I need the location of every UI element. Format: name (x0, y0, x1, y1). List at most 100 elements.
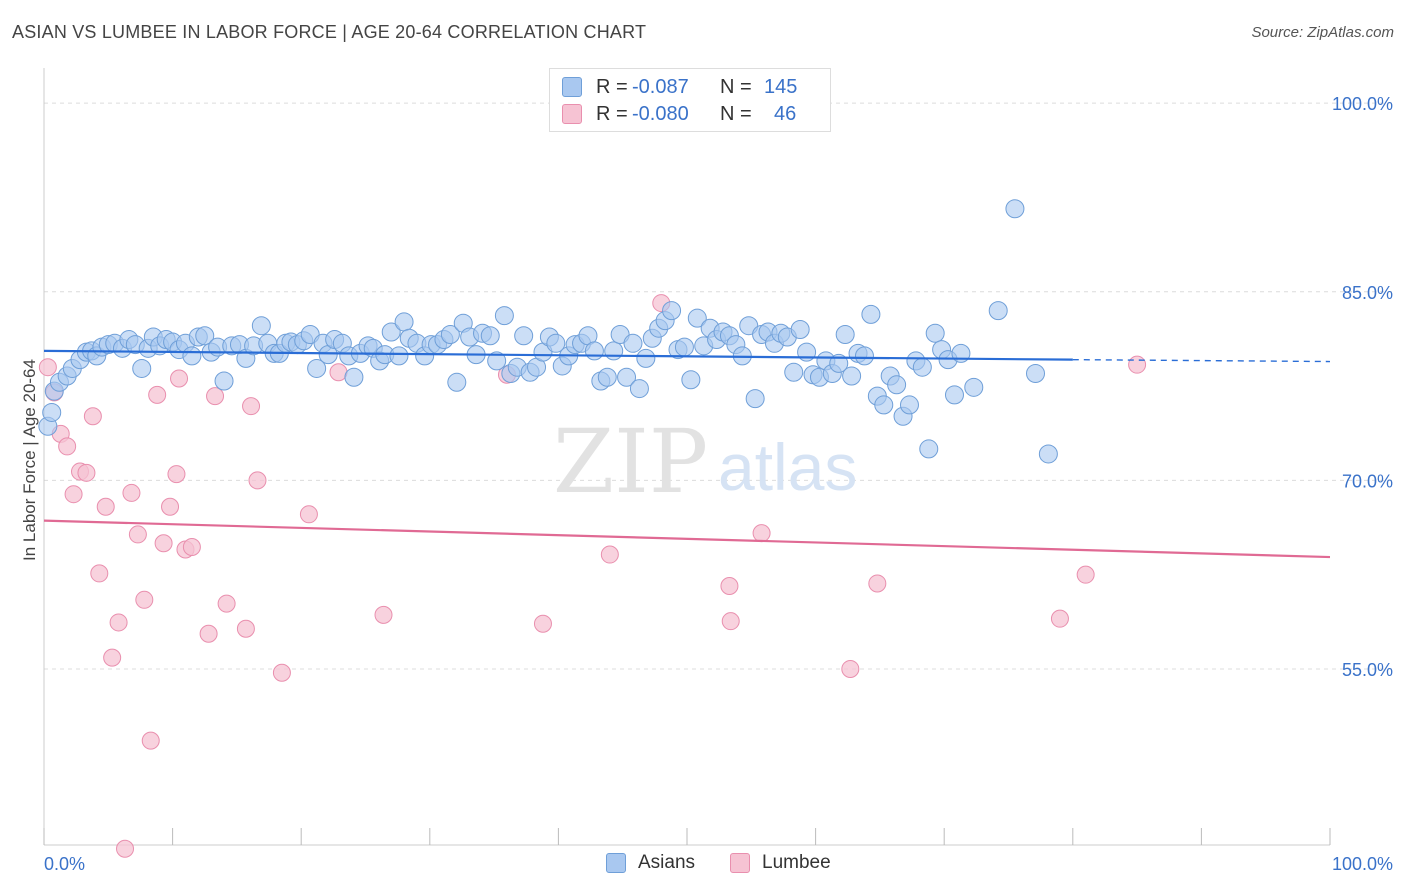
asian-point-70 (480, 326, 500, 346)
lumbee-point-25 (206, 387, 225, 406)
lumbee-point-30 (272, 663, 291, 682)
asian-point-64 (440, 325, 460, 345)
legend-asians-label: Asians (638, 852, 696, 873)
lumbee-swatch (562, 104, 582, 124)
asian-point-125 (835, 325, 855, 345)
x-tick-label-max: 100.0% (1332, 854, 1393, 874)
asian-point-34 (251, 316, 271, 336)
asian-point-135 (899, 395, 919, 415)
asian-point-128 (854, 346, 874, 366)
asians-trend-extension (1072, 358, 1331, 363)
lumbee-point-28 (242, 397, 261, 416)
asian-point-126 (842, 366, 862, 386)
asians-swatch (562, 77, 582, 97)
legend-lumbee-swatch (730, 853, 750, 873)
asian-point-24 (182, 346, 202, 366)
legend-item-lumbee: Lumbee (730, 852, 831, 874)
lumbee-point-27 (236, 619, 255, 638)
legend-asians-swatch (606, 853, 626, 873)
lumbee-point-18 (154, 534, 173, 553)
asian-point-29 (214, 371, 234, 391)
lumbee-point-15 (135, 590, 154, 609)
lumbee-point-35 (533, 614, 552, 633)
lumbee-point-39 (721, 612, 740, 631)
lumbee-point-19 (161, 497, 180, 516)
asian-point-56 (389, 346, 409, 366)
asian-point-148 (1038, 444, 1058, 464)
asian-point-144 (964, 377, 984, 397)
asian-point-133 (887, 375, 907, 395)
watermark: ZIP atlas (553, 410, 857, 513)
lumbee-point-10 (103, 648, 122, 667)
lumbee-point-17 (148, 385, 167, 404)
asians-n-label: N = (720, 75, 752, 98)
lumbee-point-9 (96, 497, 115, 516)
asian-point-124 (829, 353, 849, 373)
asian-point-138 (919, 439, 939, 459)
lumbee-r-label: R = (596, 102, 628, 125)
asian-point-129 (861, 304, 881, 324)
asian-point-101 (681, 370, 701, 390)
asian-point-86 (584, 341, 604, 361)
asians-r-label: R = (596, 75, 628, 98)
lumbee-point-4 (64, 485, 83, 504)
asian-point-94 (636, 348, 656, 368)
lumbee-n-label: N = (720, 102, 752, 125)
lumbee-point-11 (109, 613, 128, 632)
asian-point-131 (874, 395, 894, 415)
lumbee-point-0 (38, 358, 57, 377)
asian-point-91 (617, 367, 637, 387)
lumbee-point-41 (841, 659, 860, 678)
asian-point-75 (514, 326, 534, 346)
asian-point-142 (944, 385, 964, 405)
asian-point-16 (132, 358, 152, 378)
asian-point-55 (381, 322, 401, 342)
lumbee-point-12 (116, 839, 135, 858)
legend-row-lumbee: R = -0.080 N = 46 (562, 102, 796, 126)
y-tick-label-1: 85.0% (1342, 283, 1393, 303)
asian-point-137 (912, 357, 932, 377)
lumbee-r-value: -0.080 (632, 102, 689, 125)
lumbee-point-36 (600, 545, 619, 564)
asian-point-49 (344, 367, 364, 387)
asian-point-65 (447, 372, 467, 392)
lumbee-point-8 (90, 564, 109, 583)
lumbee-point-6 (77, 463, 96, 482)
asian-point-92 (623, 333, 643, 353)
lumbee-point-14 (128, 525, 147, 544)
lumbee-point-45 (1128, 355, 1147, 374)
lumbee-point-31 (299, 505, 318, 524)
legend-item-asians: Asians (606, 852, 695, 874)
asian-point-93 (629, 379, 649, 399)
trend-lines (43, 349, 1331, 559)
asian-point-1 (42, 402, 62, 422)
asian-point-80 (546, 333, 566, 353)
asian-point-111 (745, 389, 765, 409)
watermark-zip: ZIP (553, 410, 708, 513)
asian-point-100 (674, 337, 694, 357)
series-legend: Asians Lumbee (0, 852, 1406, 878)
asian-point-43 (307, 358, 327, 378)
y-tick-label-3: 55.0% (1342, 660, 1393, 680)
asian-point-117 (784, 362, 804, 382)
asian-point-72 (494, 306, 514, 326)
watermark-atlas: atlas (718, 430, 857, 504)
x-tick-label-min: 0.0% (44, 854, 85, 874)
asian-point-89 (604, 341, 624, 361)
legend-row-asians: R = -0.087 N = 145 (562, 75, 797, 99)
lumbee-trend-line (43, 519, 1331, 559)
lumbee-point-21 (170, 369, 189, 388)
asian-point-145 (988, 301, 1008, 321)
lumbee-point-3 (58, 437, 77, 456)
y-tick-label-2: 70.0% (1342, 471, 1393, 491)
lumbee-point-7 (83, 407, 102, 426)
asian-point-139 (925, 323, 945, 343)
asian-point-118 (790, 319, 810, 339)
y-tick-label-0: 100.0% (1332, 94, 1393, 114)
asian-point-102 (687, 308, 707, 328)
asian-point-98 (662, 301, 682, 321)
asian-point-147 (1026, 363, 1046, 383)
lumbee-point-44 (1076, 565, 1095, 584)
lumbee-n-value: 46 (774, 102, 797, 125)
lumbee-point-43 (1050, 609, 1069, 628)
